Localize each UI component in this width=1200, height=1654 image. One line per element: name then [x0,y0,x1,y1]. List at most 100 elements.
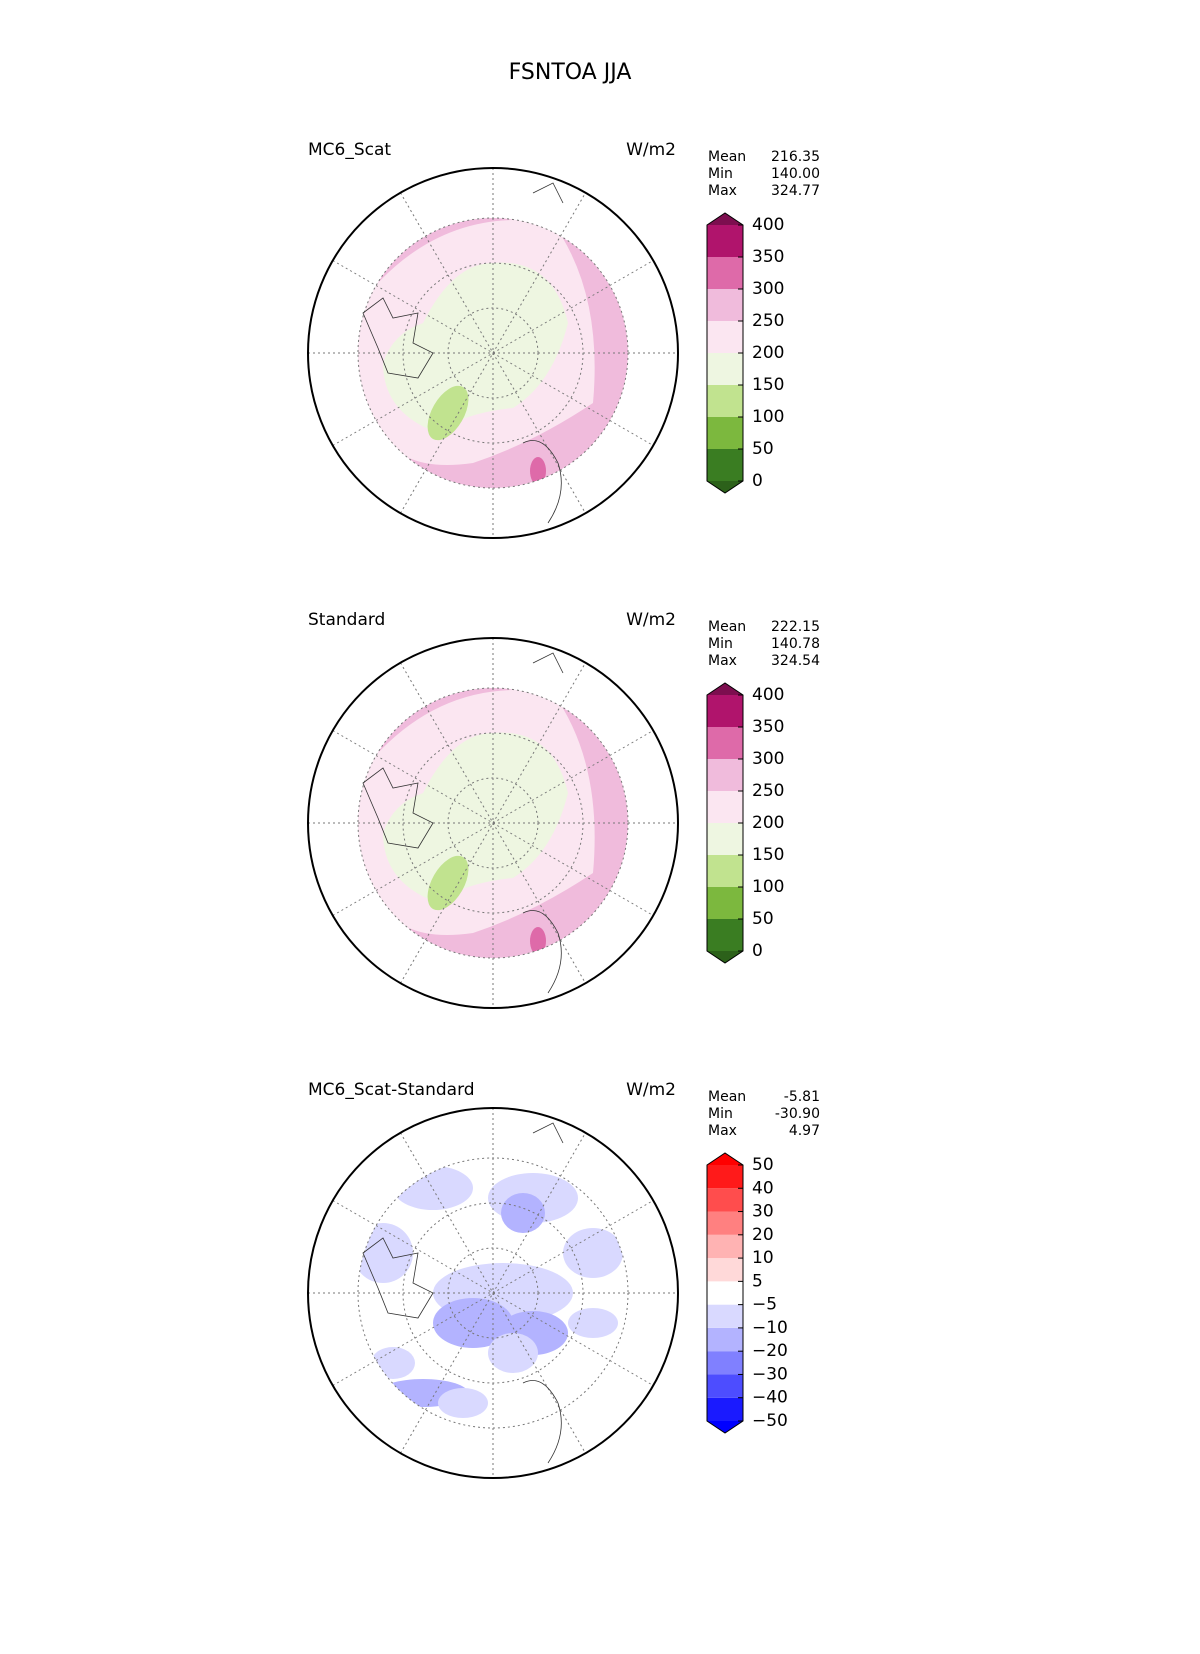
colorbar-tick-label: 300 [752,749,784,769]
colorbar-tick-label: 0 [752,941,763,961]
field [383,732,568,903]
colorbar-segment [707,1351,743,1375]
colorbar-tick-label: 200 [752,343,784,363]
colorbar-tick-label: −40 [752,1388,788,1408]
field [563,1228,623,1278]
colorbar-tick-label: 400 [752,215,784,235]
field [383,262,568,433]
units: W/m2 [626,140,676,160]
colorbar-tick-label: 200 [752,813,784,833]
figure-title: FSNTOA JJA [509,60,632,85]
field [438,1388,488,1418]
stat-value: 324.54 [771,653,820,669]
colorbar-segment [707,1397,743,1421]
field [568,1308,618,1338]
field [427,855,469,911]
stat-label: Min [708,1106,733,1122]
panel-label: Standard [308,610,385,630]
map-boundary [307,637,679,1009]
stat-label: Min [708,166,733,182]
stat-label: Mean [708,1089,746,1105]
stat-value: 140.78 [771,636,820,652]
colorbar-segment [707,855,743,887]
colorbar-tick-label: 100 [752,877,784,897]
colorbar-under [707,951,743,963]
field [501,1193,545,1233]
units: W/m2 [626,610,676,630]
colorbar-over [707,683,743,695]
colorbar-segment [707,289,743,321]
panel-label: MC6_Scat [308,140,391,160]
coastline [362,652,564,994]
colorbar-tick-label: 50 [752,439,774,459]
panel-label: MC6_Scat-Standard [308,1080,475,1100]
colorbar-tick-label: 300 [752,279,784,299]
colorbar-segment [707,257,743,289]
field [530,927,546,955]
stat-value: -5.81 [784,1089,820,1105]
colorbar-tick-label: 250 [752,311,784,331]
stat-value: 140.00 [771,166,820,182]
colorbar-over [707,213,743,225]
coastline [362,182,564,524]
stat-label: Mean [708,149,746,165]
map-boundary [307,167,679,539]
colorbar-tick-label: −20 [752,1341,788,1361]
meridian [400,192,586,514]
colorbar-tick-label: 0 [752,471,763,491]
stat-label: Max [708,183,737,199]
colorbar-tick-label: 40 [752,1178,774,1198]
colorbar-segment [707,727,743,759]
field [358,1223,413,1283]
colorbar-tick-label: 50 [752,1155,774,1175]
colorbar-segment [707,1281,743,1305]
stat-label: Mean [708,619,746,635]
colorbar-segment [707,385,743,417]
colorbar-segment [707,791,743,823]
colorbar-segment [707,919,743,951]
colorbar-tick-label: 5 [752,1271,763,1291]
colorbar-segment [707,1188,743,1212]
colorbar-segment [707,1327,743,1352]
field [530,457,546,485]
colorbar-segment [707,353,743,385]
colorbar-segment [707,1374,743,1398]
coastline [362,1122,564,1464]
colorbar-tick-label: 30 [752,1202,774,1222]
colorbar-segment [707,1211,743,1235]
stat-value: 222.15 [771,619,820,635]
colorbar-under [707,481,743,493]
colorbar-segment [707,417,743,449]
units: W/m2 [626,1080,676,1100]
stat-value: 216.35 [771,149,820,165]
colorbar-tick-label: −50 [752,1411,788,1431]
stat-value: -30.90 [775,1106,820,1122]
colorbar-tick-label: 20 [752,1225,774,1245]
field [433,1298,513,1348]
colorbar-segment [707,1304,743,1328]
colorbar-tick-label: 350 [752,247,784,267]
colorbar-segment [707,759,743,791]
stat-label: Max [708,653,737,669]
colorbar-tick-label: 350 [752,717,784,737]
field [393,1166,473,1210]
colorbar-segment [707,225,743,257]
colorbar-segment [707,695,743,727]
stat-label: Max [708,1123,737,1139]
colorbar-under [707,1421,743,1433]
colorbar-segment [707,1165,743,1189]
colorbar-tick-label: −5 [752,1295,777,1315]
field [488,1333,538,1373]
colorbar-segment [707,1258,743,1282]
colorbar-tick-label: 250 [752,781,784,801]
field [427,385,469,441]
colorbar-tick-label: 50 [752,909,774,929]
colorbar-tick-label: −30 [752,1364,788,1384]
stat-label: Min [708,636,733,652]
colorbar-tick-label: 150 [752,845,784,865]
meridian [400,662,586,984]
colorbar-tick-label: −10 [752,1318,788,1338]
colorbar-segment [707,1234,743,1259]
colorbar-tick-label: 400 [752,685,784,705]
